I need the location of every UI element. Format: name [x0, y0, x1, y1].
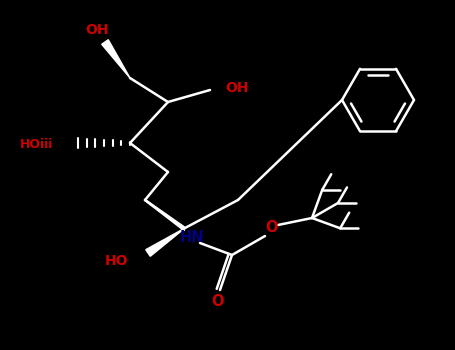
Text: O: O — [266, 220, 278, 236]
Polygon shape — [102, 40, 130, 78]
Text: HOiii: HOiii — [20, 139, 53, 152]
Text: OH: OH — [85, 23, 109, 37]
Text: HN: HN — [180, 231, 204, 245]
Text: O: O — [212, 294, 224, 309]
Text: HO: HO — [105, 254, 128, 268]
Text: OH: OH — [225, 81, 248, 95]
Polygon shape — [146, 228, 185, 256]
